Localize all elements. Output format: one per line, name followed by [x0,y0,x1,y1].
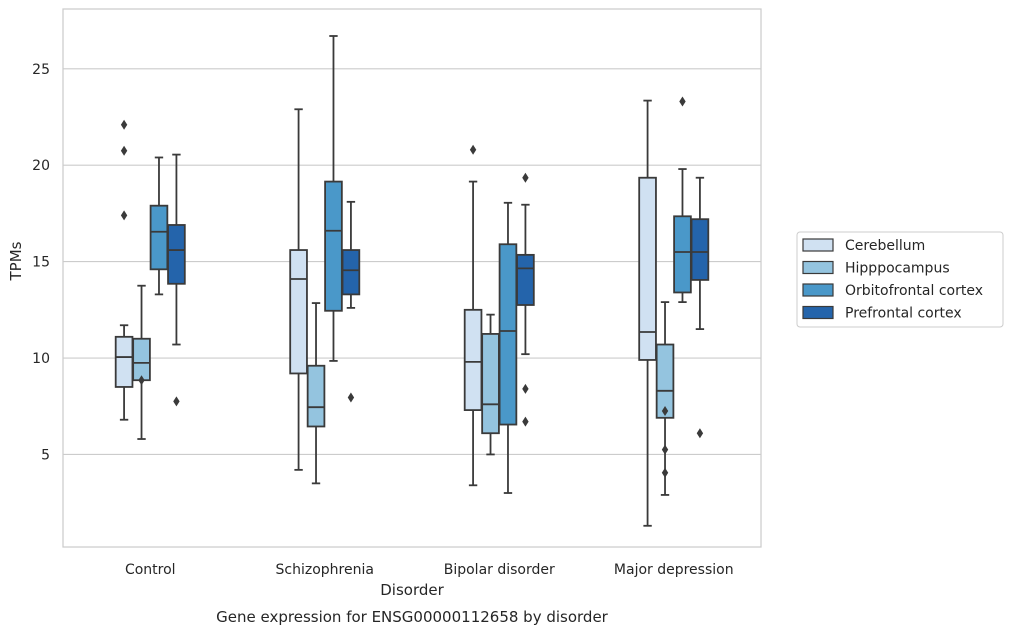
box [114,335,134,388]
box-group [132,284,151,440]
outlier-point [120,210,128,221]
box-group [498,201,518,494]
box [655,343,675,419]
box-group [673,96,692,304]
box [149,204,169,271]
legend-label: Orbitofrontal cortex [845,283,983,299]
box-group [149,156,169,296]
box [324,180,343,312]
outlier-point [120,119,128,130]
legend-swatch [802,305,834,320]
legend-label: Prefrontal cortex [845,306,962,322]
box-group [341,200,361,403]
box-group [638,99,657,527]
outlier-point [661,406,669,417]
x-tick-label: Schizophrenia [276,562,374,578]
box [481,333,500,435]
box-group [655,301,675,496]
x-tick-label: Bipolar disorder [444,562,555,578]
legend-label: Hipppocampus [845,261,950,277]
outlier-point [661,467,669,478]
outlier-point [522,172,529,183]
box [516,253,535,306]
outlier-point [173,396,180,407]
plot-frame [62,8,762,548]
y-tick-label: 5 [41,447,50,463]
outlier-point [661,444,669,455]
legend-label: Cerebellum [845,238,925,254]
box-group [324,35,343,362]
outlier-point [347,392,355,403]
box-group [516,172,535,427]
box [306,364,326,428]
outlier-point [120,145,128,156]
outlier-point [138,375,145,386]
x-tick-label: Major depression [614,562,734,578]
outlier-point [469,144,477,155]
x-tick-labels: Control Schizophrenia Bipolar disorder Majo… [125,562,734,578]
x-axis-label: Disorder [380,581,444,599]
box-group [481,313,500,456]
box-group [167,153,186,407]
box-group [114,119,134,421]
y-tick-label: 15 [32,255,50,271]
y-tick-labels: 5 10 15 20 25 [32,62,50,464]
box [289,249,308,375]
box [498,243,518,426]
box [673,215,692,294]
box-group [690,176,710,439]
box [690,218,710,281]
x-tick-label: Control [125,562,176,578]
outlier-point [522,416,529,427]
box-group [306,302,326,485]
chart-caption: Gene expression for ENSG00000112658 by d… [216,608,609,626]
y-tick-label: 10 [32,351,50,367]
legend-frame [796,231,1004,328]
box-group [463,144,483,487]
box [167,224,186,285]
legend-swatch [802,260,834,275]
y-tick-label: 20 [32,158,50,174]
box [132,337,151,382]
y-tick-label: 25 [32,62,50,78]
outlier-point [696,428,704,439]
legend-swatch [802,283,834,297]
boxes-layer [114,35,710,527]
legend-swatch [802,238,834,252]
legend: Cerebellum Hipppocampus Orbitofrontal cort… [796,231,1004,328]
box [638,176,657,361]
y-axis-label: TPMs [7,241,25,281]
box-group [289,108,308,471]
outlier-point [679,96,686,107]
box [341,249,361,296]
box [463,308,483,411]
outlier-point [522,383,529,394]
